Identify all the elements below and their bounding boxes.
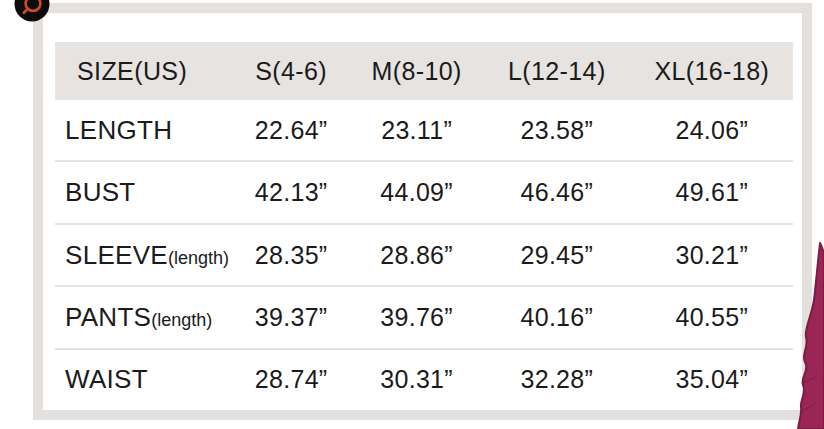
- measurement-value: 29.45”: [483, 241, 631, 270]
- measurement-value: 28.74”: [232, 365, 350, 394]
- measurement-value: 30.21”: [631, 241, 793, 270]
- measurement-value: 35.04”: [631, 365, 793, 394]
- measurement-label-suffix: (length): [168, 248, 229, 268]
- measurement-value: 28.35”: [232, 241, 350, 270]
- measurement-label: LENGTH: [55, 115, 232, 146]
- measurement-label: BUST: [55, 177, 232, 208]
- measurement-value: 30.31”: [350, 365, 483, 394]
- magnifier-search-icon[interactable]: [13, 0, 51, 23]
- measurement-value: 39.37”: [232, 303, 350, 332]
- column-header-size: SIZE(US): [55, 57, 232, 86]
- column-header-m: M(8-10): [350, 57, 483, 86]
- measurement-label: WAIST: [55, 364, 232, 395]
- column-header-xl: XL(16-18): [631, 57, 793, 86]
- size-chart-card: SIZE(US) S(4-6) M(8-10) L(12-14) XL(16-1…: [33, 3, 812, 420]
- measurement-value: 46.46”: [483, 178, 631, 207]
- measurement-value: 49.61”: [631, 178, 793, 207]
- measurement-value: 40.16”: [483, 303, 631, 332]
- size-chart-row: BUST42.13”44.09”46.46”49.61”: [55, 160, 793, 222]
- garment-sleeve-image: [790, 235, 824, 429]
- measurement-value: 23.58”: [483, 116, 631, 145]
- magnifier-search-icon-glyph: [13, 0, 51, 23]
- measurement-label-suffix: (length): [151, 310, 212, 330]
- measurement-value: 39.76”: [350, 303, 483, 332]
- size-chart-header-row: SIZE(US) S(4-6) M(8-10) L(12-14) XL(16-1…: [55, 42, 793, 100]
- garment-sleeve-shape: [790, 235, 824, 429]
- size-chart-row: WAIST28.74”30.31”32.28”35.04”: [55, 348, 793, 410]
- measurement-label: PANTS(length): [55, 302, 232, 333]
- measurement-value: 23.11”: [350, 116, 483, 145]
- size-chart-row: SLEEVE(length)28.35”28.86”29.45”30.21”: [55, 223, 793, 285]
- measurement-label: SLEEVE(length): [55, 240, 232, 271]
- measurement-value: 28.86”: [350, 241, 483, 270]
- measurement-value: 22.64”: [232, 116, 350, 145]
- size-chart-row: PANTS(length)39.37”39.76”40.16”40.55”: [55, 285, 793, 347]
- measurement-value: 32.28”: [483, 365, 631, 394]
- size-chart-body: LENGTH22.64”23.11”23.58”24.06”BUST42.13”…: [55, 100, 793, 410]
- measurement-value: 40.55”: [631, 303, 793, 332]
- measurement-value: 24.06”: [631, 116, 793, 145]
- size-chart-row: LENGTH22.64”23.11”23.58”24.06”: [55, 100, 793, 160]
- column-header-s: S(4-6): [232, 57, 350, 86]
- measurement-value: 42.13”: [232, 178, 350, 207]
- measurement-value: 44.09”: [350, 178, 483, 207]
- column-header-l: L(12-14): [483, 57, 631, 86]
